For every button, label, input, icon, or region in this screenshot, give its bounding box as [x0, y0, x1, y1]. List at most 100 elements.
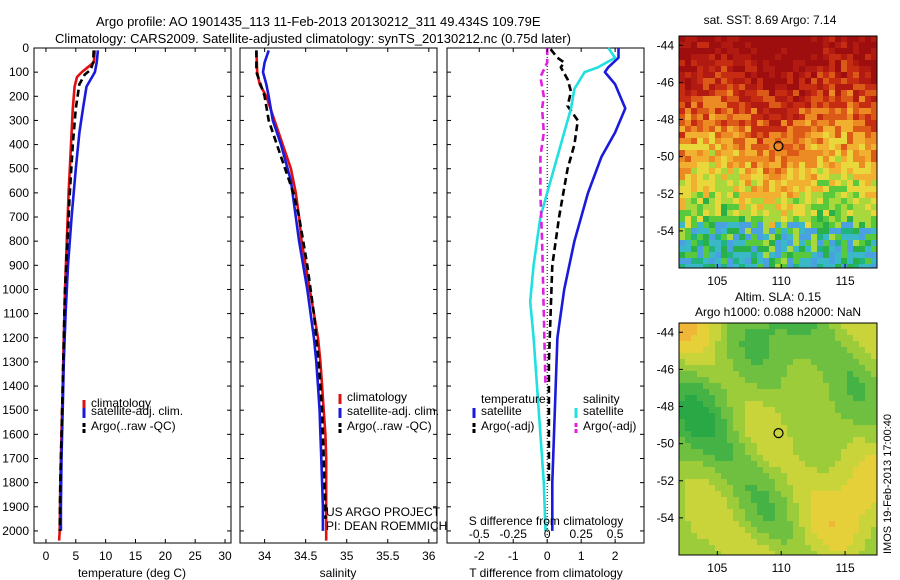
sla-cell: [823, 353, 829, 359]
sla-cell: [817, 323, 823, 329]
sst-cell: [865, 228, 871, 234]
sst-cell: [799, 48, 805, 54]
temperature-xlabel: temperature (deg C): [78, 566, 186, 580]
sla-cell: [853, 419, 859, 425]
sst-cell: [841, 126, 847, 132]
sst-cell: [697, 54, 703, 60]
sla-cell: [715, 443, 721, 449]
sst-cell: [715, 120, 721, 126]
sst-cell: [781, 150, 787, 156]
sla-cell: [865, 527, 871, 533]
sst-cell: [685, 186, 691, 192]
sla-cell: [871, 533, 877, 539]
sst-cell: [841, 72, 847, 78]
sla-cell: [709, 539, 715, 545]
sst-cell: [703, 192, 709, 198]
sla-cell: [679, 467, 685, 473]
sst-cell: [703, 120, 709, 126]
sst-cell: [739, 252, 745, 258]
sla-cell: [841, 455, 847, 461]
sla-cell: [697, 425, 703, 431]
sst-cell: [871, 156, 877, 162]
sst-cell: [823, 198, 829, 204]
sst-cell: [781, 264, 787, 268]
sst-cell: [811, 186, 817, 192]
sst-cell: [721, 246, 727, 252]
sst-cell: [763, 162, 769, 168]
sla-cell: [847, 509, 853, 515]
sla-map-title: Altim. SLA: 0.15: [735, 290, 821, 304]
sst-cell: [727, 96, 733, 102]
sla-cell: [847, 371, 853, 377]
sst-cell: [727, 72, 733, 78]
sst-cell: [847, 36, 853, 42]
sla-cell: [727, 389, 733, 395]
sst-cell: [865, 222, 871, 228]
sst-cell: [793, 258, 799, 264]
temperature-ytick-label: 1300: [2, 355, 29, 369]
sst-cell: [787, 180, 793, 186]
sla-cell: [871, 323, 877, 329]
sla-cell: [721, 485, 727, 491]
sst-cell: [775, 132, 781, 138]
sla-cell: [727, 545, 733, 551]
sst-cell: [733, 66, 739, 72]
sst-cell: [679, 222, 685, 228]
sla-cell: [739, 323, 745, 329]
sst-cell: [793, 42, 799, 48]
sst-cell: [781, 84, 787, 90]
sst-cell: [721, 228, 727, 234]
sla-cell: [847, 401, 853, 407]
sst-cell: [841, 210, 847, 216]
sla-cell: [811, 473, 817, 479]
sst-cell: [697, 102, 703, 108]
sst-cell: [811, 108, 817, 114]
sst-cell: [805, 258, 811, 264]
sst-cell: [871, 54, 877, 60]
sst-cell: [841, 252, 847, 258]
sst-cell: [775, 84, 781, 90]
sst-cell: [853, 60, 859, 66]
sst-cell: [799, 132, 805, 138]
sla-cell: [787, 389, 793, 395]
sst-cell: [727, 162, 733, 168]
sla-cell: [751, 401, 757, 407]
sla-cell: [799, 413, 805, 419]
sla-cell: [739, 425, 745, 431]
sst-cell: [679, 210, 685, 216]
sst-cell: [817, 192, 823, 198]
sst-cell: [691, 42, 697, 48]
sst-cell: [775, 192, 781, 198]
temperature-ytick-label: 1900: [2, 500, 29, 514]
sst-cell: [697, 144, 703, 150]
difference-axes-frame: [446, 47, 645, 544]
sst-cell: [793, 156, 799, 162]
sst-cell: [781, 240, 787, 246]
sst-cell: [871, 252, 877, 258]
sst-cell: [691, 168, 697, 174]
sst-cell: [811, 54, 817, 60]
sla-cell: [823, 509, 829, 515]
sla-cell: [703, 527, 709, 533]
sst-cell: [787, 78, 793, 84]
sst-cell: [859, 42, 865, 48]
sst-cell: [751, 84, 757, 90]
sla-cell: [811, 323, 817, 329]
sla-cell: [829, 527, 835, 533]
sst-cell: [859, 174, 865, 180]
sla-cell: [691, 407, 697, 413]
sla-cell: [853, 449, 859, 455]
sst-cell: [769, 84, 775, 90]
sst-cell: [847, 192, 853, 198]
sst-cell: [703, 138, 709, 144]
sla-cell: [715, 407, 721, 413]
sla-cell: [829, 419, 835, 425]
sla-cell: [727, 425, 733, 431]
sla-cell: [769, 485, 775, 491]
sst-cell: [745, 222, 751, 228]
sst-cell: [709, 180, 715, 186]
sla-cell: [721, 539, 727, 545]
sst-cell: [679, 240, 685, 246]
sst-cell: [775, 126, 781, 132]
sla-cell: [727, 335, 733, 341]
